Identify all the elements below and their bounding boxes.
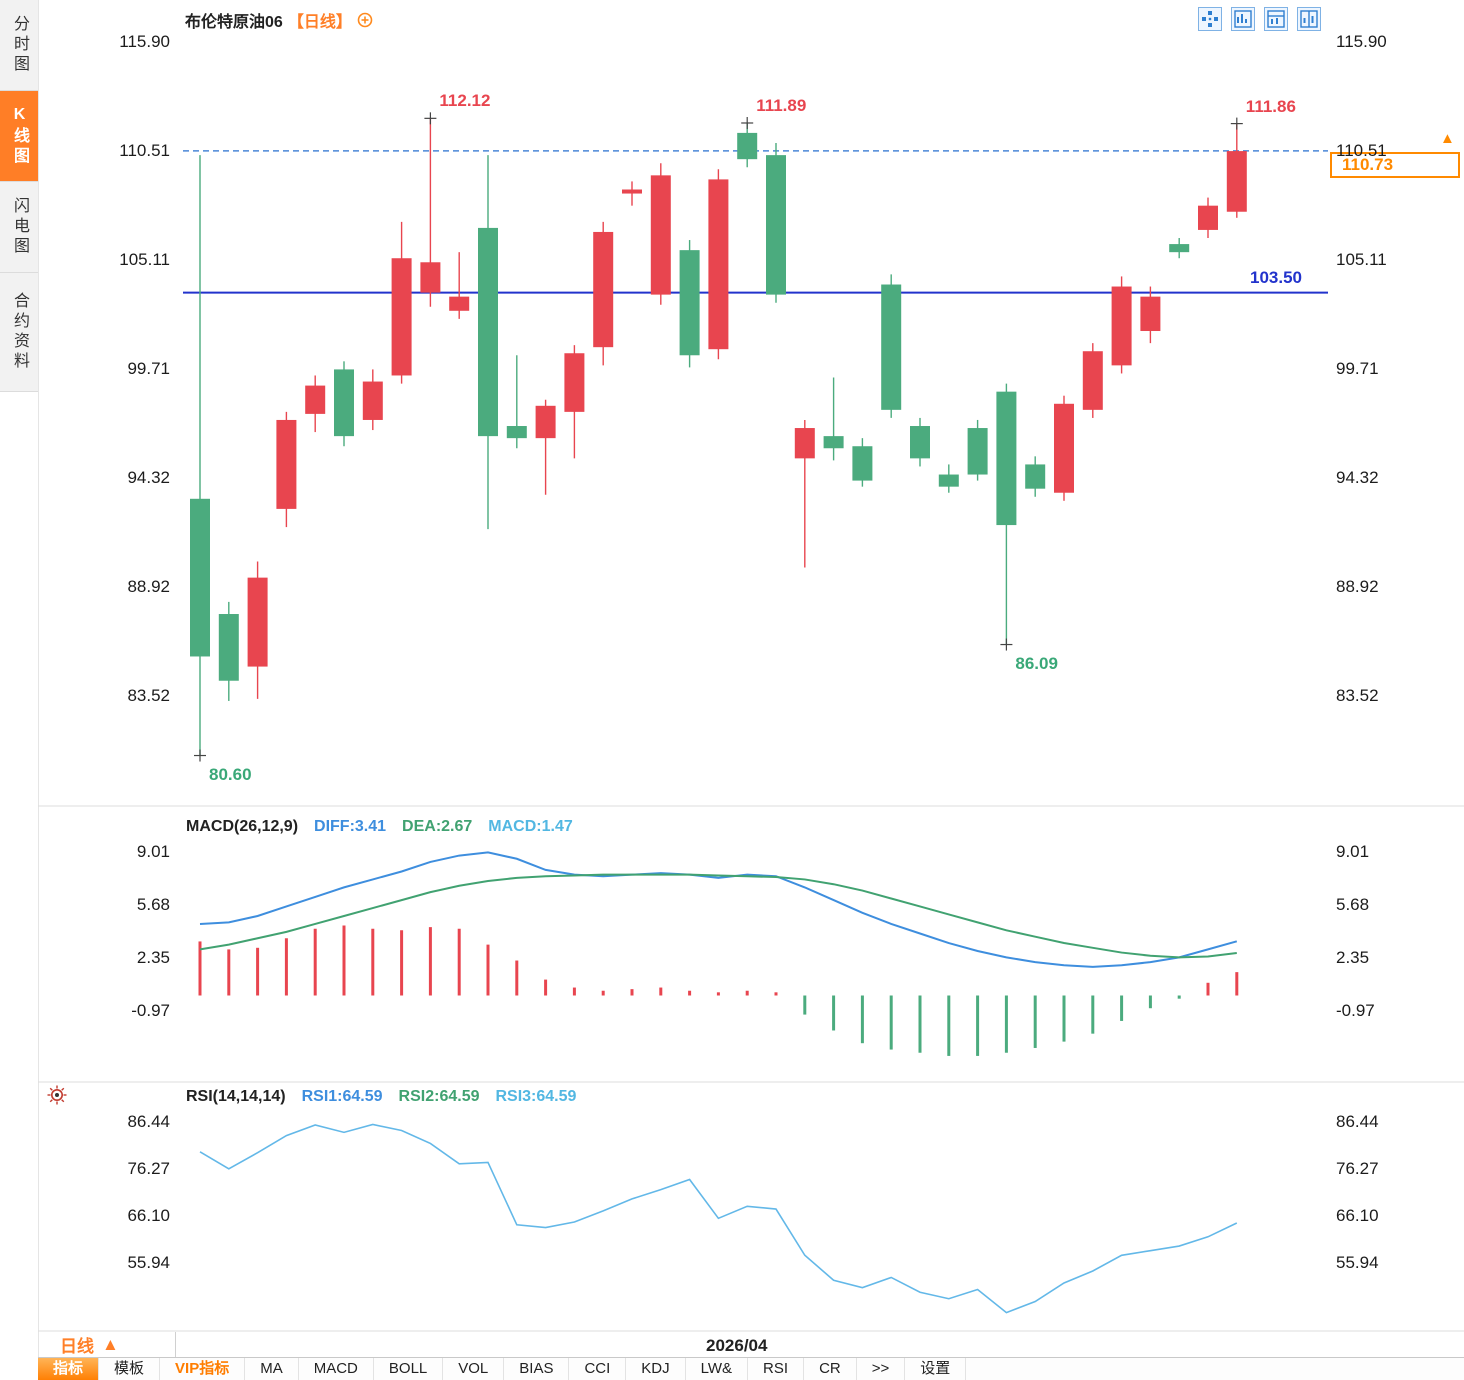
bottom-tab-cr[interactable]: CR <box>804 1358 857 1380</box>
layout-left-icon[interactable] <box>1231 7 1255 31</box>
candle <box>1082 351 1103 410</box>
candle <box>794 428 815 459</box>
candle <box>1140 296 1161 332</box>
circle-plus-icon[interactable] <box>357 12 373 28</box>
instrument-title: 布伦特原油06 <box>185 14 283 31</box>
bottom-tab-settings[interactable]: 设置 <box>905 1358 967 1380</box>
candle <box>190 498 210 657</box>
rsi-params-label: RSI(14,14,14) <box>186 1088 286 1105</box>
sidebar-tab-time-chart[interactable]: 分时图 <box>0 0 38 91</box>
candle <box>305 385 326 414</box>
bottom-tab-kdj[interactable]: KDJ <box>626 1358 686 1380</box>
candle <box>1169 244 1190 253</box>
chart-header: 布伦特原油06 【日线】 <box>185 8 373 32</box>
x-axis-date-label: 2026/04 <box>706 1336 768 1355</box>
candle <box>420 262 441 293</box>
indicator-settings-icon[interactable] <box>46 1084 68 1111</box>
macd-diff-value: DIFF:3.41 <box>314 818 387 835</box>
candle <box>852 446 873 481</box>
candle <box>276 419 297 509</box>
bottom-tab-macd[interactable]: MACD <box>299 1358 374 1380</box>
macd-dea-value: DEA:2.67 <box>402 818 473 835</box>
candle <box>478 227 498 437</box>
candle <box>1226 151 1247 212</box>
candle <box>334 369 354 437</box>
candle <box>391 258 412 376</box>
candle <box>938 474 959 487</box>
candle <box>564 353 585 412</box>
left-sidebar: 分时图 K线图 闪电图 合约资料 <box>0 0 39 1380</box>
bottom-tab-rsi[interactable]: RSI <box>748 1358 805 1380</box>
candle <box>996 391 1017 526</box>
period-label: 日线 <box>60 1337 94 1356</box>
bottom-tab-vip-indicators[interactable]: VIP指标 <box>160 1358 246 1380</box>
candle <box>766 155 786 295</box>
period-tag: 【日线】 <box>287 14 352 31</box>
candle <box>679 250 700 356</box>
bottom-tab-lw[interactable]: LW& <box>686 1358 749 1380</box>
candle <box>910 426 930 459</box>
layout-right-icon[interactable] <box>1264 7 1288 31</box>
macd-params-label: MACD(26,12,9) <box>186 818 299 835</box>
layout-split-icon[interactable] <box>1297 7 1321 31</box>
bottom-tab-ma[interactable]: MA <box>245 1358 299 1380</box>
pane-grid-icon[interactable] <box>1198 7 1222 31</box>
indicator-tab-bar: 指标 模板 VIP指标 MA MACD BOLL VOL BIAS CCI KDJ LW& RSI CR… <box>38 1357 1464 1380</box>
candle <box>1111 286 1132 366</box>
candle <box>247 577 268 667</box>
period-arrow-icon: ▲ <box>102 1334 119 1354</box>
window-layout-icons <box>1198 7 1321 31</box>
macd-macd-value: MACD:1.47 <box>488 818 573 835</box>
candle <box>881 284 902 410</box>
candle <box>506 426 527 439</box>
bottom-tab-more[interactable]: >> <box>857 1358 906 1380</box>
candle <box>708 179 729 350</box>
macd-indicator-header: MACD(26,12,9) DIFF:3.41 DEA:2.67 MACD:1.… <box>186 816 573 838</box>
rsi2-value: RSI2:64.59 <box>398 1088 480 1105</box>
candle <box>218 614 239 681</box>
bottom-tab-cci[interactable]: CCI <box>569 1358 627 1380</box>
bottom-tab-boll[interactable]: BOLL <box>374 1358 444 1380</box>
rsi-indicator-header: RSI(14,14,14) RSI1:64.59 RSI2:64.59 RSI3… <box>186 1086 576 1108</box>
candle <box>593 231 614 348</box>
period-selector[interactable]: 日线 ▲ <box>38 1332 176 1357</box>
candle <box>1198 205 1218 230</box>
sidebar-tab-kline-chart[interactable]: K线图 <box>0 91 38 182</box>
candle <box>449 296 470 311</box>
sidebar-tab-flash-chart[interactable]: 闪电图 <box>0 182 38 273</box>
candle <box>967 428 988 475</box>
candle <box>823 436 844 449</box>
candle <box>1025 464 1046 489</box>
sidebar-tab-contract-info[interactable]: 合约资料 <box>0 273 38 392</box>
candle <box>1054 403 1074 493</box>
candle <box>535 405 556 439</box>
bottom-tab-indicators[interactable]: 指标 <box>38 1358 100 1380</box>
bottom-tab-templates[interactable]: 模板 <box>99 1358 161 1380</box>
bottom-tab-vol[interactable]: VOL <box>443 1358 505 1380</box>
rsi1-value: RSI1:64.59 <box>301 1088 383 1105</box>
candle <box>650 175 671 295</box>
candle <box>737 132 758 160</box>
candle <box>622 189 642 194</box>
candle <box>362 381 383 420</box>
rsi3-value: RSI3:64.59 <box>495 1088 577 1105</box>
bottom-tab-bias[interactable]: BIAS <box>504 1358 570 1380</box>
